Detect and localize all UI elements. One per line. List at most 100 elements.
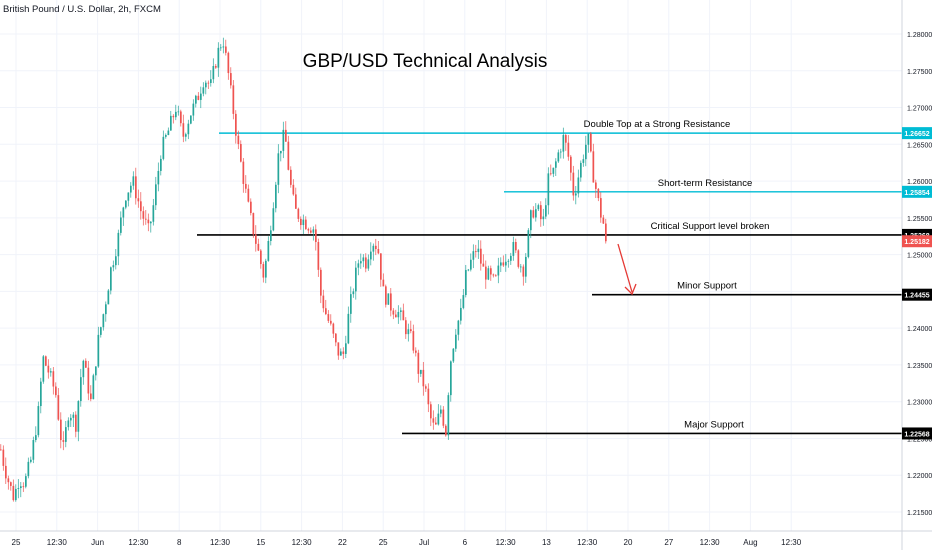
candle-body xyxy=(245,183,247,189)
annotations: Double Top at a Strong Resistance Short-t… xyxy=(584,119,770,430)
candle-body xyxy=(590,133,592,152)
candle-body xyxy=(475,251,477,253)
candle-body xyxy=(32,440,35,460)
candle-body xyxy=(62,440,65,442)
x-tick-label: 12:30 xyxy=(47,538,68,547)
candle-body xyxy=(207,82,210,84)
x-tick-label: Aug xyxy=(743,538,757,547)
candle-body xyxy=(157,170,160,185)
candle-body xyxy=(5,465,7,479)
candle-body xyxy=(415,350,417,353)
price-axis[interactable]: 1.28000 1.27500 1.27000 1.26500 1.26000 1.255… xyxy=(907,32,932,517)
candle-body xyxy=(540,205,542,220)
candle-body xyxy=(335,333,337,343)
candle-body xyxy=(312,229,315,233)
candle-body xyxy=(370,251,372,260)
candle-body xyxy=(307,229,310,231)
candle-body xyxy=(15,488,17,501)
candle-body xyxy=(302,219,305,226)
candle-body xyxy=(170,115,172,131)
candle-body xyxy=(507,260,510,262)
candle-body xyxy=(560,151,562,153)
candle-body xyxy=(187,123,190,135)
candle-body xyxy=(270,230,272,241)
candle-body xyxy=(322,295,325,309)
candle-body xyxy=(352,291,355,295)
candle-body xyxy=(222,46,225,48)
candle-body xyxy=(465,270,467,296)
candle-body xyxy=(215,66,217,68)
candle-body xyxy=(262,264,265,278)
candle-body xyxy=(410,329,412,332)
symbol-label[interactable]: British Pound / U.S. Dollar, 2h, FXCM xyxy=(3,4,161,15)
candle-body xyxy=(592,151,595,183)
candle-body xyxy=(525,256,527,277)
candle-body xyxy=(320,269,322,296)
candle-body xyxy=(225,46,227,53)
level-caption: Major Support xyxy=(684,419,744,430)
candle-body xyxy=(237,135,240,145)
candle-body xyxy=(190,115,192,124)
candle-body xyxy=(510,255,512,261)
x-tick-label: 25 xyxy=(12,538,21,547)
down-arrow-shaft xyxy=(617,243,633,293)
candle-body xyxy=(497,265,500,276)
candle-body xyxy=(112,265,115,268)
candle-body xyxy=(435,422,437,425)
candle-body xyxy=(242,161,245,184)
candle-body xyxy=(110,267,112,291)
candle-body xyxy=(330,320,332,324)
candle-body xyxy=(407,329,410,335)
candle-body xyxy=(455,334,457,349)
level-caption: Double Top at a Strong Resistance xyxy=(584,119,731,130)
x-tick-label: 27 xyxy=(664,538,673,547)
candle-body xyxy=(365,257,367,269)
candle-body xyxy=(0,449,2,451)
candle-body xyxy=(90,393,92,400)
candle-body xyxy=(405,320,407,335)
x-tick-label: 12:30 xyxy=(128,538,149,547)
candle-body xyxy=(140,201,142,212)
candle-body xyxy=(297,208,300,219)
candle-body xyxy=(487,268,490,280)
candle-body xyxy=(145,218,147,220)
x-tick-label: 8 xyxy=(177,538,182,547)
candle-body xyxy=(115,256,117,266)
y-tick-label: 1.25000 xyxy=(907,253,932,260)
candle-body xyxy=(125,200,127,208)
x-tick-label: 12:30 xyxy=(210,538,231,547)
y-tick-label: 1.25500 xyxy=(907,216,932,223)
candle-body xyxy=(52,371,55,387)
x-tick-label: 13 xyxy=(542,538,551,547)
candle-body xyxy=(537,205,540,210)
candle-body xyxy=(517,250,520,267)
candle-body xyxy=(50,371,52,373)
candle-body xyxy=(100,327,102,335)
candle-body xyxy=(162,136,165,159)
chart-title: GBP/USD Technical Analysis xyxy=(303,51,548,72)
candle-body xyxy=(60,419,62,441)
candle-body xyxy=(485,266,487,280)
candle-body xyxy=(495,275,497,277)
candle-body xyxy=(142,211,145,219)
candle-body xyxy=(2,449,5,466)
candle-body xyxy=(325,308,327,315)
candle-body xyxy=(600,198,602,218)
price-tag xyxy=(902,288,932,301)
candle-body xyxy=(597,188,600,199)
y-tick-label: 1.26500 xyxy=(907,142,932,149)
candle-body xyxy=(332,323,335,334)
candle-body xyxy=(360,261,362,264)
candle-body xyxy=(460,307,462,321)
candle-body xyxy=(300,218,302,226)
candle-body xyxy=(402,310,405,321)
candle-body xyxy=(55,386,57,396)
candle-body xyxy=(397,311,400,318)
candle-body xyxy=(472,251,475,260)
price-tag-label: 1.24455 xyxy=(904,293,929,300)
candle-body xyxy=(227,52,230,74)
time-axis[interactable]: 25 12:30 Jun 12:30 8 12:30 15 12:30 22 25 Jul 6 12:3… xyxy=(12,538,802,547)
candle-body xyxy=(385,286,387,305)
